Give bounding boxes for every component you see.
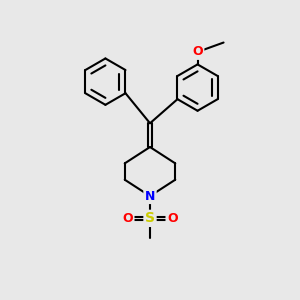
Text: O: O	[122, 212, 133, 225]
Text: O: O	[167, 212, 178, 225]
Text: O: O	[192, 45, 203, 58]
Text: S: S	[145, 212, 155, 225]
Text: N: N	[145, 190, 155, 202]
